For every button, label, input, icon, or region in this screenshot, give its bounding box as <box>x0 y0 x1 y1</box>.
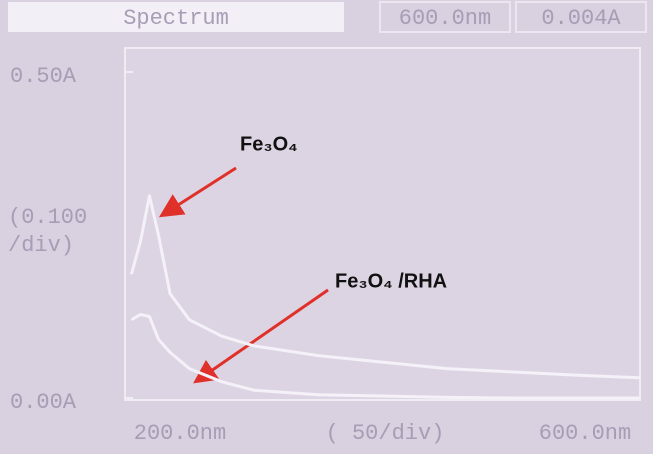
arrow <box>158 166 237 218</box>
chart-title: Spectrum <box>123 6 229 31</box>
y-tick-label: 0.00A <box>10 390 77 415</box>
readout: 600.0nm <box>399 6 491 31</box>
annotation: Fe₃O₄ /RHA <box>335 270 447 292</box>
series-line <box>129 194 641 380</box>
y-division: (0.100 /div) <box>8 205 88 258</box>
readout-box <box>379 1 511 33</box>
readout: 0.004A <box>541 6 621 31</box>
series-line <box>130 313 640 400</box>
x-division: ( 50/div) <box>326 421 445 446</box>
arrow <box>193 288 329 384</box>
annotation: Fe₃O₄ <box>240 133 298 155</box>
x-tick-label: 600.0nm <box>539 421 631 446</box>
y-tick-label: 0.50A <box>10 64 77 89</box>
plot-frame <box>124 47 641 401</box>
title-box <box>8 2 344 32</box>
x-tick-label: 200.0nm <box>134 421 226 446</box>
readout-box <box>515 1 647 33</box>
